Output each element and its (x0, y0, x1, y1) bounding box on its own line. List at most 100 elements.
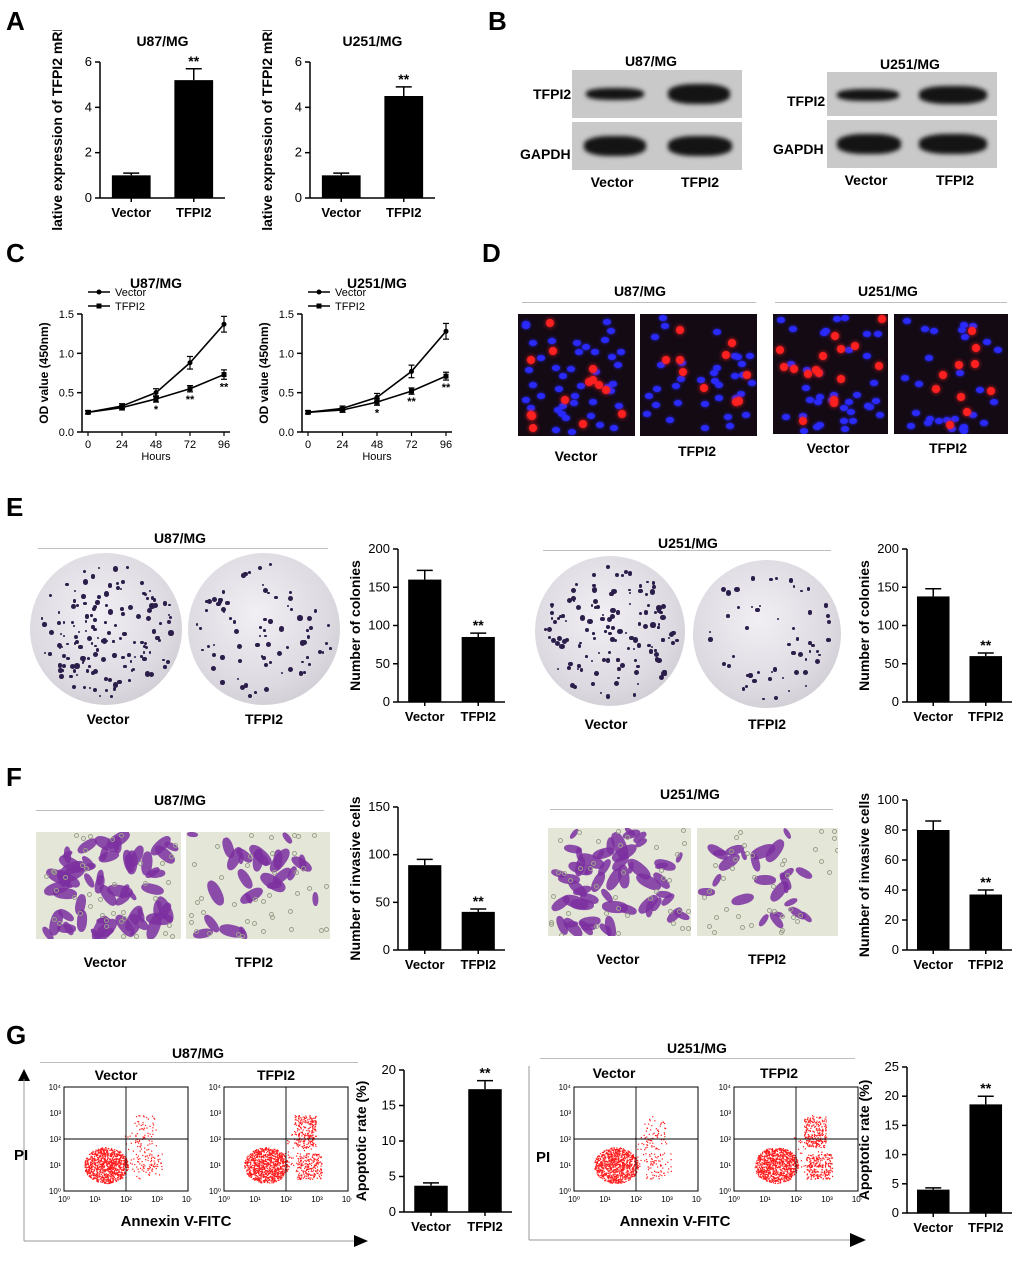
flow-dot (605, 1163, 607, 1165)
membrane-pore (206, 930, 212, 936)
flow-dot (772, 1170, 774, 1172)
flow-dot (117, 1174, 119, 1176)
flow-dot (309, 1140, 311, 1142)
colony (613, 638, 618, 642)
flow-dot (619, 1165, 621, 1167)
flow-dot (250, 1159, 252, 1162)
colony (99, 695, 102, 698)
flow-dot (99, 1170, 101, 1172)
flow-dot (118, 1162, 120, 1164)
colony (543, 627, 548, 632)
x-tick-label: TFPI2 (968, 709, 1003, 724)
flow-dot (280, 1160, 283, 1162)
flow-dot (318, 1153, 320, 1155)
flow-dot (616, 1153, 618, 1156)
colony (639, 612, 643, 616)
nucleus (548, 337, 557, 344)
colony (708, 630, 712, 634)
flow-dot (789, 1167, 791, 1170)
flow-dot (256, 1153, 258, 1155)
flow-dot (629, 1157, 631, 1159)
flow-dot (616, 1171, 619, 1173)
flow-dot (632, 1154, 634, 1156)
colony (769, 577, 773, 582)
flow-dot (133, 1158, 135, 1160)
flow-dot (316, 1162, 319, 1164)
flow-dot (645, 1147, 647, 1149)
flow-dot (600, 1162, 602, 1164)
flow-dot (311, 1178, 314, 1180)
flow-dot (256, 1156, 258, 1159)
flow-dot (93, 1164, 95, 1166)
flow-dot (263, 1171, 266, 1173)
colony-dish-u251-vector (535, 556, 685, 706)
flow-dot (256, 1175, 258, 1177)
invasive-cell (186, 832, 198, 838)
flow-dot (614, 1179, 616, 1181)
nucleus (847, 408, 856, 415)
colony (793, 669, 800, 675)
flow-dot (627, 1150, 629, 1152)
flow-dot (623, 1154, 625, 1156)
colony (168, 604, 171, 607)
nucleus (609, 381, 618, 388)
colony (594, 671, 599, 676)
flow-dot (119, 1160, 121, 1162)
flow-dot (92, 1150, 94, 1153)
colony (75, 604, 79, 608)
bar (969, 656, 1003, 702)
nucleus (788, 325, 797, 332)
flow-dot (305, 1166, 307, 1168)
flow-dot (248, 1159, 250, 1162)
flow-dot (271, 1172, 274, 1174)
flow-dot (655, 1163, 657, 1165)
flow-dot (628, 1161, 631, 1163)
flow-dot (295, 1132, 297, 1134)
flow-dot (117, 1151, 119, 1153)
flow-dot (278, 1167, 280, 1170)
flow-dot (106, 1163, 109, 1166)
flow-dot (117, 1178, 119, 1180)
flow-dot (613, 1158, 615, 1161)
flow-dot (118, 1166, 120, 1168)
colony (816, 650, 820, 654)
y-tick-label: 1.5 (279, 309, 294, 321)
flow-dot (653, 1145, 655, 1148)
flow-dot (299, 1155, 301, 1157)
x-tick-label: 48 (150, 439, 162, 451)
flow-dot (598, 1158, 600, 1160)
membrane-pore (735, 914, 741, 920)
x-tick-label: Vector (405, 709, 445, 724)
flow-dot (114, 1169, 116, 1172)
flow-dot (610, 1177, 612, 1180)
flow-dot (282, 1174, 284, 1176)
flow-dot (119, 1168, 122, 1170)
flow-dot (93, 1162, 95, 1164)
flow-dot (121, 1154, 123, 1156)
flow-dot (277, 1158, 280, 1160)
colony (109, 695, 113, 698)
flow-dot (113, 1164, 115, 1166)
flow-dot (281, 1171, 283, 1173)
colony (576, 667, 579, 670)
flow-dot (273, 1178, 275, 1180)
data-point (409, 388, 414, 394)
flow-dot (637, 1160, 639, 1162)
colony (629, 635, 634, 641)
colony (636, 664, 640, 669)
data-point (85, 409, 91, 415)
y-tick-label: 0 (892, 694, 899, 709)
flow-dot (257, 1153, 259, 1155)
flow-dot (118, 1171, 120, 1173)
flow-dot (249, 1166, 251, 1169)
colony (792, 585, 796, 588)
colony (759, 604, 762, 607)
flow-dot (650, 1167, 652, 1169)
colony (222, 610, 225, 613)
flow-dot (605, 1174, 607, 1177)
flow-dot (256, 1163, 258, 1165)
flow-dot (254, 1160, 257, 1162)
flow-dot (625, 1180, 627, 1183)
flow-dot (620, 1174, 622, 1177)
flow-dot (274, 1170, 276, 1172)
